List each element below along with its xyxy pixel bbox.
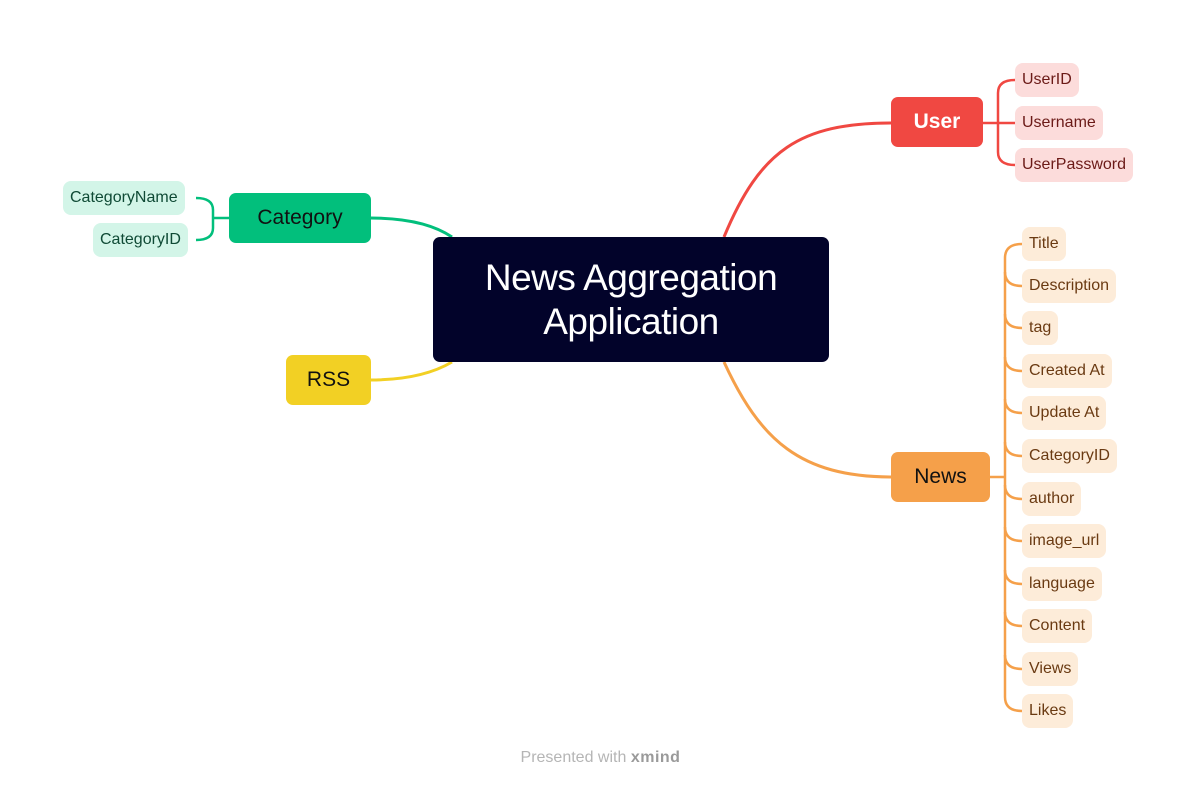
subtopic-title[interactable]: Title: [1022, 227, 1066, 261]
subtopic-created-at[interactable]: Created At: [1022, 354, 1112, 388]
subtopic-username[interactable]: Username: [1015, 106, 1103, 140]
central-title-line1: News Aggregation: [484, 256, 778, 298]
footer-attribution: Presented with xmind: [0, 749, 1201, 767]
topic-news[interactable]: News: [891, 452, 990, 502]
topic-rss-label: RSS: [306, 368, 351, 391]
subtopic-description[interactable]: Description: [1022, 269, 1117, 303]
topic-news-label: News: [914, 465, 967, 488]
subtopic-userid[interactable]: UserID: [1015, 63, 1079, 97]
topic-user-label: User: [913, 110, 961, 133]
subtopic-likes[interactable]: Likes: [1022, 694, 1074, 728]
topic-user[interactable]: User: [891, 97, 983, 147]
topic-category-label: Category: [257, 206, 343, 229]
footer-prefix: Presented with: [520, 749, 627, 766]
xmind-logo: xmind: [630, 749, 681, 766]
subtopic-update-at[interactable]: Update At: [1022, 396, 1107, 430]
subtopic-language[interactable]: language: [1022, 567, 1102, 601]
topic-rss[interactable]: RSS: [286, 355, 371, 405]
subtopic-categoryid[interactable]: CategoryID: [1022, 439, 1117, 473]
subtopic-views[interactable]: Views: [1022, 652, 1079, 686]
central-title-line2: Application: [543, 300, 719, 342]
topic-category[interactable]: Category: [229, 193, 371, 243]
subtopic-userpassword[interactable]: UserPassword: [1015, 148, 1134, 182]
subtopic-content[interactable]: Content: [1022, 609, 1093, 643]
subtopic-categoryname[interactable]: CategoryName: [63, 181, 185, 215]
subtopic-image-url[interactable]: image_url: [1022, 524, 1107, 558]
subtopic-tag[interactable]: tag: [1022, 311, 1059, 345]
subtopic-categoryid[interactable]: CategoryID: [93, 223, 188, 257]
subtopic-author[interactable]: author: [1022, 482, 1082, 516]
central-topic[interactable]: News Aggregation Application: [433, 237, 829, 362]
